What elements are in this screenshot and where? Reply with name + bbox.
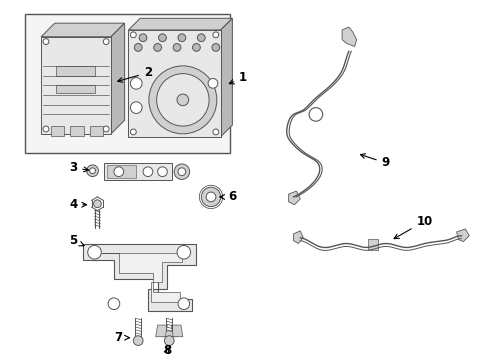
Bar (56, 85, 94, 93)
Text: 5: 5 (69, 234, 84, 247)
Circle shape (156, 74, 209, 126)
Circle shape (114, 167, 123, 176)
Polygon shape (293, 231, 303, 243)
Circle shape (164, 336, 174, 346)
Polygon shape (82, 243, 196, 311)
Circle shape (134, 44, 142, 51)
Circle shape (130, 102, 142, 113)
Polygon shape (128, 30, 220, 137)
Polygon shape (159, 331, 179, 337)
Polygon shape (41, 23, 124, 37)
Circle shape (157, 167, 167, 176)
Circle shape (143, 167, 152, 176)
Circle shape (130, 32, 136, 38)
Circle shape (197, 34, 205, 42)
Bar (89, 126, 103, 136)
Polygon shape (94, 253, 182, 302)
Circle shape (43, 126, 49, 132)
Bar (70, 126, 83, 136)
Polygon shape (220, 18, 232, 137)
Circle shape (87, 246, 101, 259)
Circle shape (178, 34, 185, 42)
Bar (56, 66, 94, 76)
Bar (51, 126, 64, 136)
Circle shape (153, 44, 161, 51)
Circle shape (148, 66, 216, 134)
Text: 6: 6 (220, 190, 236, 203)
Polygon shape (342, 27, 356, 46)
Circle shape (192, 44, 200, 51)
Circle shape (178, 168, 185, 176)
Text: 3: 3 (69, 161, 88, 174)
Circle shape (212, 32, 218, 38)
Bar (24, 14, 230, 153)
Circle shape (211, 44, 219, 51)
Circle shape (177, 246, 190, 259)
Circle shape (173, 44, 181, 51)
Circle shape (206, 192, 215, 202)
Circle shape (103, 126, 109, 132)
Text: 7: 7 (115, 331, 129, 344)
Circle shape (208, 78, 217, 88)
Circle shape (89, 168, 95, 174)
Circle shape (212, 129, 218, 135)
Polygon shape (41, 37, 111, 134)
Circle shape (130, 77, 142, 89)
Text: 2: 2 (118, 66, 152, 82)
Polygon shape (111, 23, 124, 134)
Polygon shape (155, 325, 167, 337)
Text: 9: 9 (360, 154, 389, 170)
Bar (367, 239, 377, 250)
Circle shape (201, 187, 220, 207)
Circle shape (177, 94, 188, 106)
Circle shape (86, 165, 98, 176)
Circle shape (130, 129, 136, 135)
Circle shape (108, 298, 120, 310)
Text: 10: 10 (393, 215, 432, 239)
Polygon shape (104, 163, 172, 180)
Circle shape (174, 164, 189, 180)
Polygon shape (171, 325, 183, 337)
Text: 1: 1 (229, 71, 246, 84)
Circle shape (93, 200, 101, 208)
Bar (107, 165, 136, 179)
Circle shape (158, 34, 166, 42)
Circle shape (139, 34, 146, 42)
Circle shape (43, 39, 49, 45)
Text: 8: 8 (163, 344, 171, 357)
Text: 4: 4 (69, 198, 86, 211)
Circle shape (133, 336, 143, 346)
Polygon shape (456, 229, 468, 242)
Circle shape (178, 298, 189, 310)
Polygon shape (288, 191, 300, 205)
Polygon shape (128, 18, 232, 30)
Circle shape (103, 39, 109, 45)
